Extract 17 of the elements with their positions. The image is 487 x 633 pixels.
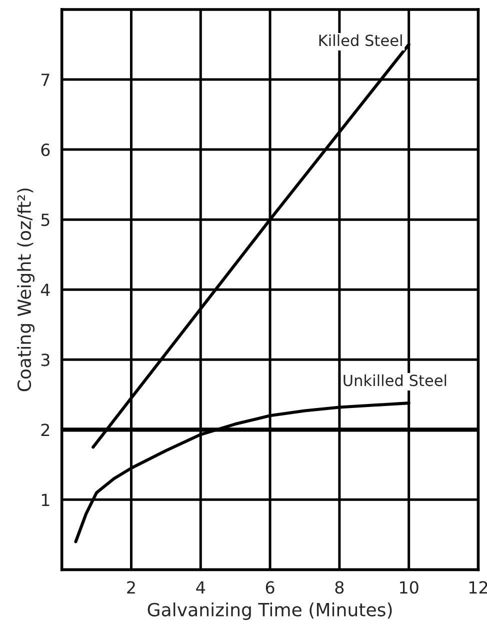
y-tick-label: 6 xyxy=(41,144,50,156)
x-axis-title: Galvanizing Time (Minutes) xyxy=(148,602,392,620)
x-tick-label: 4 xyxy=(196,581,206,594)
y-tick-label: 3 xyxy=(41,354,50,366)
y-tick-label: 7 xyxy=(42,74,50,86)
series-label: Killed Steel xyxy=(319,34,402,46)
series-label: Unkilled Steel xyxy=(344,374,446,386)
y-tick-label: 5 xyxy=(41,214,50,226)
x-tick-label: 6 xyxy=(266,581,274,594)
x-tick-label: 12 xyxy=(469,581,487,594)
y-tick-label: 2 xyxy=(41,424,50,436)
y-tick-label: 1 xyxy=(42,494,50,506)
y-tick-label: 4 xyxy=(40,284,50,296)
x-tick-label: 8 xyxy=(335,581,344,594)
x-tick-label: 2 xyxy=(127,581,135,594)
x-tick-label: 10 xyxy=(400,581,418,594)
y-axis-title: Coating Weight (oz/ft²) xyxy=(17,188,35,392)
